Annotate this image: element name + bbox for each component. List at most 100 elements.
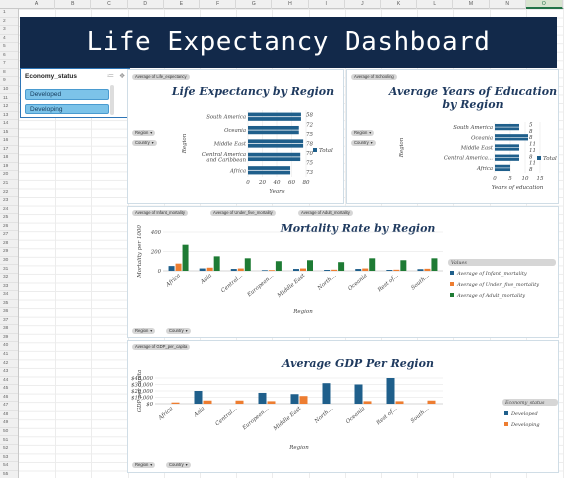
row-header-51[interactable]: 51 [0,437,18,446]
row-header-36[interactable]: 36 [0,308,18,317]
field-tag-gdp-per-capita[interactable]: Average of GDP_per_capita [132,344,191,350]
y-tick-label: Middle East [460,146,494,152]
row-header-35[interactable]: 35 [0,300,18,309]
row-header-31[interactable]: 31 [0,266,18,275]
row-header-9[interactable]: 9 [0,77,18,86]
x-tick-label: 0 [246,180,250,186]
row-header-24[interactable]: 24 [0,206,18,215]
multi-select-icon[interactable]: ≔ [107,73,114,80]
field-tag-infant-mortality[interactable]: Average of Infant_mortality [132,210,188,216]
country-filter-button[interactable]: Country [132,140,157,146]
region-filter-button[interactable]: Region [132,130,156,136]
row-header-39[interactable]: 39 [0,334,18,343]
row-header-5[interactable]: 5 [0,43,18,52]
row-header-18[interactable]: 18 [0,154,18,163]
row-header-8[interactable]: 8 [0,69,18,78]
column-header-o[interactable]: O [525,0,563,9]
column-header-c[interactable]: C [91,0,128,9]
economy-status-slicer[interactable]: Economy_status ≔ ❖ Developed Developing [20,68,130,118]
row-header-28[interactable]: 28 [0,240,18,249]
data-label: 8 [529,167,533,173]
row-header-7[interactable]: 7 [0,60,18,69]
column-header-j[interactable]: J [345,0,381,9]
country-filter-button[interactable]: Country [166,328,191,334]
data-label: 11 [529,148,536,154]
country-filter-button[interactable]: Country [166,462,191,468]
slicer-item-developed[interactable]: Developed [25,89,109,100]
row-header-54[interactable]: 54 [0,462,18,471]
row-header-37[interactable]: 37 [0,317,18,326]
row-header-30[interactable]: 30 [0,257,18,266]
row-header-48[interactable]: 48 [0,411,18,420]
region-filter-button[interactable]: Region [132,462,156,468]
row-header-2[interactable]: 2 [0,18,18,27]
row-header-42[interactable]: 42 [0,360,18,369]
gdp-chart-panel[interactable]: Average of GDP_per_capita Average GDP Pe… [127,340,559,473]
column-header-n[interactable]: N [490,0,526,9]
column-header-m[interactable]: M [453,0,490,9]
row-header-49[interactable]: 49 [0,419,18,428]
row-header-50[interactable]: 50 [0,428,18,437]
row-header-29[interactable]: 29 [0,248,18,257]
column-header-e[interactable]: E [164,0,200,9]
region-filter-button[interactable]: Region [132,328,156,334]
column-header-l[interactable]: L [417,0,454,9]
country-filter-button[interactable]: Country [351,140,376,146]
row-header-11[interactable]: 11 [0,95,18,104]
column-header-b[interactable]: B [55,0,92,9]
row-header-6[interactable]: 6 [0,52,18,61]
column-header-h[interactable]: H [272,0,309,9]
field-tag-schooling[interactable]: Average of Schooling [351,74,397,80]
row-header-21[interactable]: 21 [0,180,18,189]
education-chart-panel[interactable]: Average of Schooling Average Years of Ed… [346,69,559,204]
life-expectancy-chart-panel[interactable]: Average of Life_expectancy Life Expectan… [127,69,344,204]
row-header-40[interactable]: 40 [0,342,18,351]
row-header-43[interactable]: 43 [0,368,18,377]
column-header-a[interactable]: A [19,0,56,9]
row-header-32[interactable]: 32 [0,274,18,283]
row-header-25[interactable]: 25 [0,214,18,223]
region-filter-button[interactable]: Region [351,130,375,136]
row-header-52[interactable]: 52 [0,445,18,454]
row-header-55[interactable]: 55 [0,471,18,478]
row-header-27[interactable]: 27 [0,231,18,240]
row-header-14[interactable]: 14 [0,120,18,129]
row-header-12[interactable]: 12 [0,103,18,112]
field-tag-life-expectancy[interactable]: Average of Life_expectancy [132,74,190,80]
row-header-23[interactable]: 23 [0,197,18,206]
bar [299,396,308,404]
row-header-19[interactable]: 19 [0,163,18,172]
column-header-f[interactable]: F [200,0,237,9]
row-header-10[interactable]: 10 [0,86,18,95]
column-header-g[interactable]: G [236,0,273,9]
column-header-i[interactable]: I [309,0,345,9]
row-header-33[interactable]: 33 [0,283,18,292]
slicer-item-developing[interactable]: Developing [25,104,109,114]
row-header-46[interactable]: 46 [0,394,18,403]
row-header-16[interactable]: 16 [0,137,18,146]
row-header-17[interactable]: 17 [0,146,18,155]
mortality-chart-panel[interactable]: Average of Infant_mortality Average of U… [127,206,559,338]
column-header-k[interactable]: K [381,0,418,9]
row-header-45[interactable]: 45 [0,385,18,394]
row-header-3[interactable]: 3 [0,26,18,35]
field-tag-under-five-mortality[interactable]: Average of Under_five_mortality [210,210,276,216]
row-header-26[interactable]: 26 [0,223,18,232]
row-header-38[interactable]: 38 [0,325,18,334]
x-tick-label: Oceania [347,273,368,292]
row-header-15[interactable]: 15 [0,129,18,138]
row-header-53[interactable]: 53 [0,454,18,463]
row-header-4[interactable]: 4 [0,35,18,44]
row-header-44[interactable]: 44 [0,377,18,386]
row-header-22[interactable]: 22 [0,189,18,198]
row-header-47[interactable]: 47 [0,402,18,411]
clear-filter-icon[interactable]: ❖ [119,73,126,80]
slicer-scrollbar[interactable] [110,85,114,115]
row-header-34[interactable]: 34 [0,291,18,300]
row-header-41[interactable]: 41 [0,351,18,360]
field-tag-adult-mortality[interactable]: Average of Adult_mortality [298,210,353,216]
row-header-13[interactable]: 13 [0,112,18,121]
row-header-1[interactable]: 1 [0,9,18,18]
row-header-20[interactable]: 20 [0,171,18,180]
column-header-d[interactable]: D [128,0,164,9]
